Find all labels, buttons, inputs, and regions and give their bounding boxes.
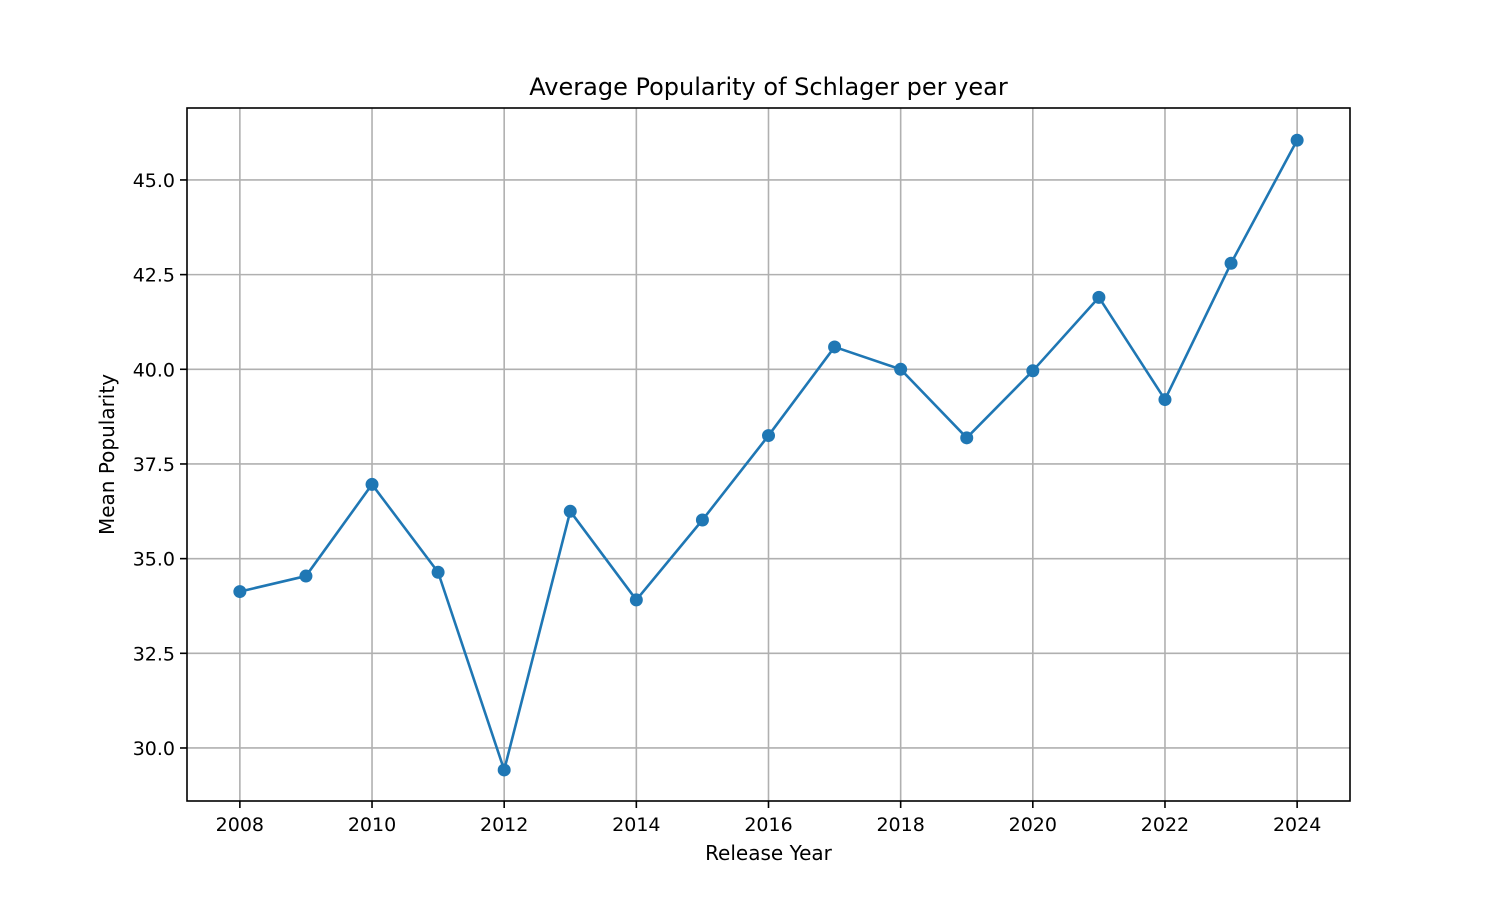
- x-axis-label: Release Year: [705, 841, 833, 865]
- x-tick-label: 2008: [216, 814, 264, 836]
- x-tick-label: 2018: [876, 814, 924, 836]
- x-tick-label: 2016: [744, 814, 792, 836]
- x-tick-label: 2014: [612, 814, 660, 836]
- x-tick-label: 2010: [348, 814, 396, 836]
- y-tick-label: 32.5: [133, 643, 175, 665]
- data-point: [629, 593, 643, 607]
- data-point: [1224, 256, 1238, 270]
- data-series: [233, 133, 1304, 777]
- data-point: [365, 477, 379, 491]
- data-point: [960, 431, 974, 445]
- y-tick-label: 42.5: [133, 265, 175, 287]
- data-point: [233, 585, 247, 599]
- y-axis-ticks: 30.0 32.5 35.0 37.5 40.0 42.5 45.0: [133, 170, 187, 760]
- y-axis-label: Mean Popularity: [95, 374, 119, 535]
- data-point: [828, 340, 842, 354]
- data-point: [563, 504, 577, 518]
- data-point: [1290, 133, 1304, 147]
- x-tick-label: 2024: [1273, 814, 1321, 836]
- data-point: [299, 569, 313, 583]
- gridlines: [187, 108, 1350, 801]
- data-point: [1158, 393, 1172, 407]
- data-point: [1026, 364, 1040, 378]
- data-point: [762, 429, 775, 443]
- x-tick-label: 2022: [1141, 814, 1189, 836]
- data-point: [431, 565, 445, 579]
- y-tick-label: 30.0: [133, 738, 175, 760]
- data-point: [497, 763, 511, 777]
- y-tick-label: 37.5: [133, 454, 175, 476]
- data-point: [695, 513, 709, 527]
- chart-title: Average Popularity of Schlager per year: [529, 73, 1008, 101]
- data-point: [1092, 290, 1106, 304]
- x-tick-label: 2020: [1009, 814, 1057, 836]
- data-point: [894, 362, 908, 376]
- x-axis-ticks: 2008 2010 2012 2014 2016 2018 2020 2022 2024: [216, 801, 1321, 836]
- y-tick-label: 35.0: [133, 549, 175, 571]
- y-tick-label: 40.0: [133, 359, 175, 381]
- x-tick-label: 2012: [480, 814, 528, 836]
- y-tick-label: 45.0: [133, 170, 175, 192]
